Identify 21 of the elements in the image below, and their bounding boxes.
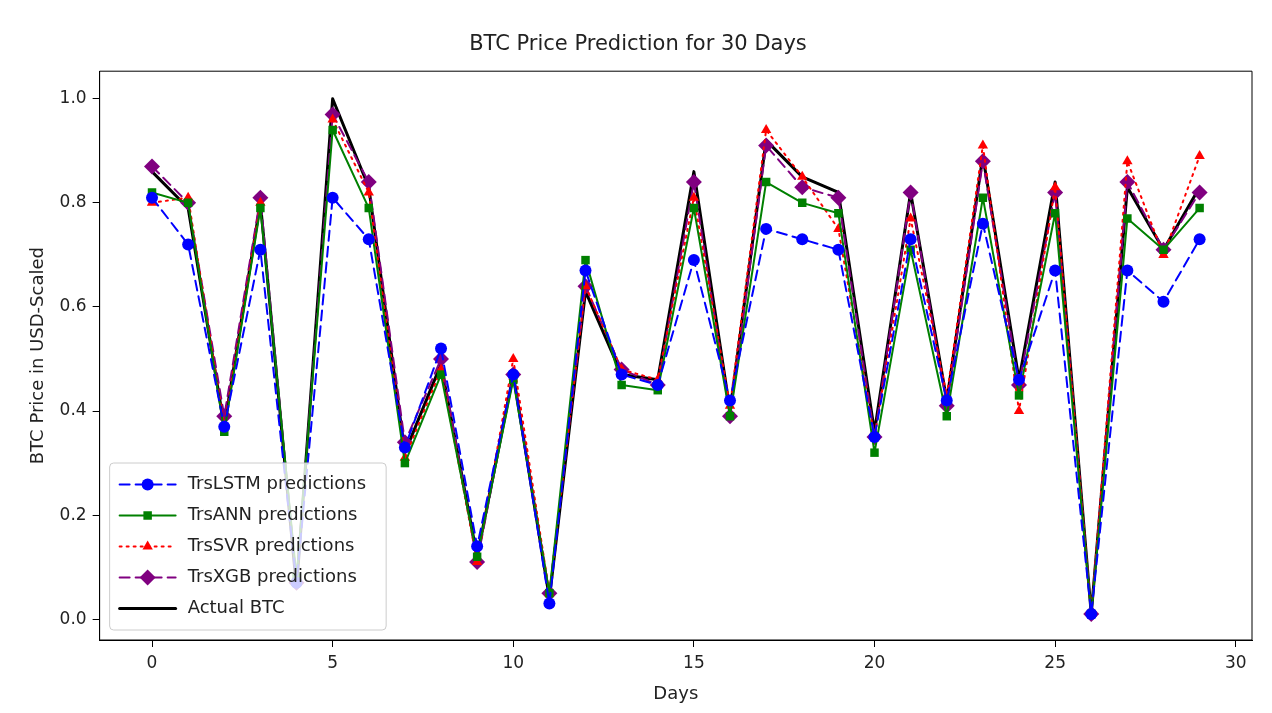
legend-label: TrsANN predictions <box>186 503 358 525</box>
legend-label: Actual BTC <box>187 596 285 618</box>
x-tick-label: 20 <box>863 651 886 672</box>
x-tick-label: 0 <box>146 651 158 672</box>
chart-title: BTC Price Prediction for 30 Days <box>469 31 807 56</box>
x-tick-label: 5 <box>327 651 339 672</box>
y-tick-label: 1.0 <box>59 87 87 108</box>
x-tick-label: 30 <box>1224 651 1247 672</box>
legend-label: TrsSVR predictions <box>186 534 355 556</box>
y-tick-label: 0.4 <box>59 399 87 420</box>
y-tick-label: 0.6 <box>59 295 87 316</box>
x-axis-title: Days <box>653 681 699 703</box>
y-tick-label: 0.8 <box>59 191 87 212</box>
x-tick-label: 10 <box>502 651 525 672</box>
y-axis-title: BTC Price in USD-Scaled <box>26 247 48 465</box>
y-tick-label: 0.2 <box>59 503 87 524</box>
y-tick-label: 0.0 <box>59 607 87 628</box>
x-tick-label: 15 <box>683 651 705 672</box>
x-tick-label: 25 <box>1044 651 1066 672</box>
legend-label: TrsXGB predictions <box>186 565 357 587</box>
legend-label: TrsLSTM predictions <box>186 472 367 494</box>
